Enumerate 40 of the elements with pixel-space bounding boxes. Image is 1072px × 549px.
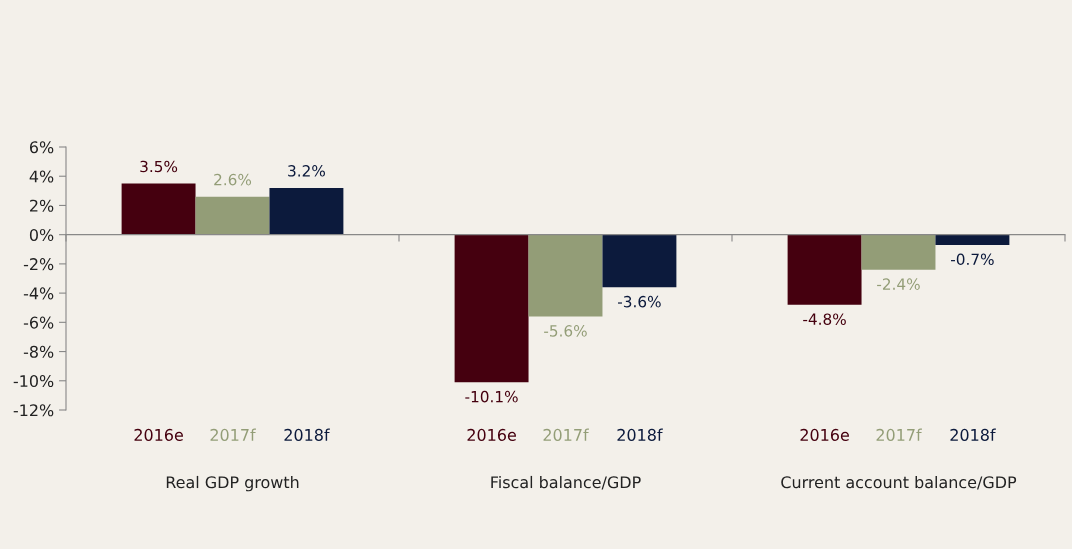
y-tick-label: -2% — [23, 258, 54, 271]
x-tick-label: Current account balance/GDP — [781, 475, 1017, 490]
y-tick-label: 2% — [30, 199, 54, 212]
text: 2016e — [467, 428, 516, 441]
bar — [861, 234, 936, 270]
text: 2018f — [950, 428, 996, 441]
y-tick-label: 0% — [29, 228, 54, 241]
text: 2016e — [134, 428, 183, 441]
bar — [935, 234, 1010, 245]
text: 2018f — [284, 428, 330, 441]
data-label: -10.1% — [465, 390, 518, 403]
x-tick-label: Fiscal balance/GDP — [491, 475, 641, 490]
bar — [454, 234, 529, 383]
data-label: -0.7% — [951, 253, 994, 266]
text: 2017f — [876, 428, 922, 441]
data-label: 3.2% — [288, 165, 325, 177]
text: 2017f — [210, 428, 256, 441]
data-label: -4.8% — [803, 313, 846, 325]
text: 2016e — [800, 428, 849, 441]
y-tick-label: -12% — [13, 404, 54, 417]
y-tick-label: -10% — [13, 374, 54, 388]
bar — [787, 234, 862, 305]
y-tick-label: -6% — [23, 316, 54, 329]
data-label: -2.4% — [877, 278, 920, 290]
data-label: 3.5% — [140, 160, 178, 173]
data-label: -5.6% — [544, 325, 587, 337]
bar — [269, 187, 344, 235]
y-tick-label: -4% — [23, 287, 54, 300]
bar — [195, 196, 270, 235]
text: 2017f — [543, 428, 589, 441]
bar — [121, 183, 196, 235]
y-tick-label: 4% — [29, 170, 54, 183]
bar — [602, 234, 677, 288]
data-label: 2.6% — [214, 173, 252, 186]
y-tick-label: -8% — [23, 345, 54, 358]
data-label: -3.6% — [618, 295, 661, 308]
y-tick-label: 6% — [29, 141, 54, 154]
x-tick-label: Real GDP growth — [166, 475, 299, 492]
bar — [528, 234, 603, 317]
text: 2018f — [617, 428, 663, 441]
